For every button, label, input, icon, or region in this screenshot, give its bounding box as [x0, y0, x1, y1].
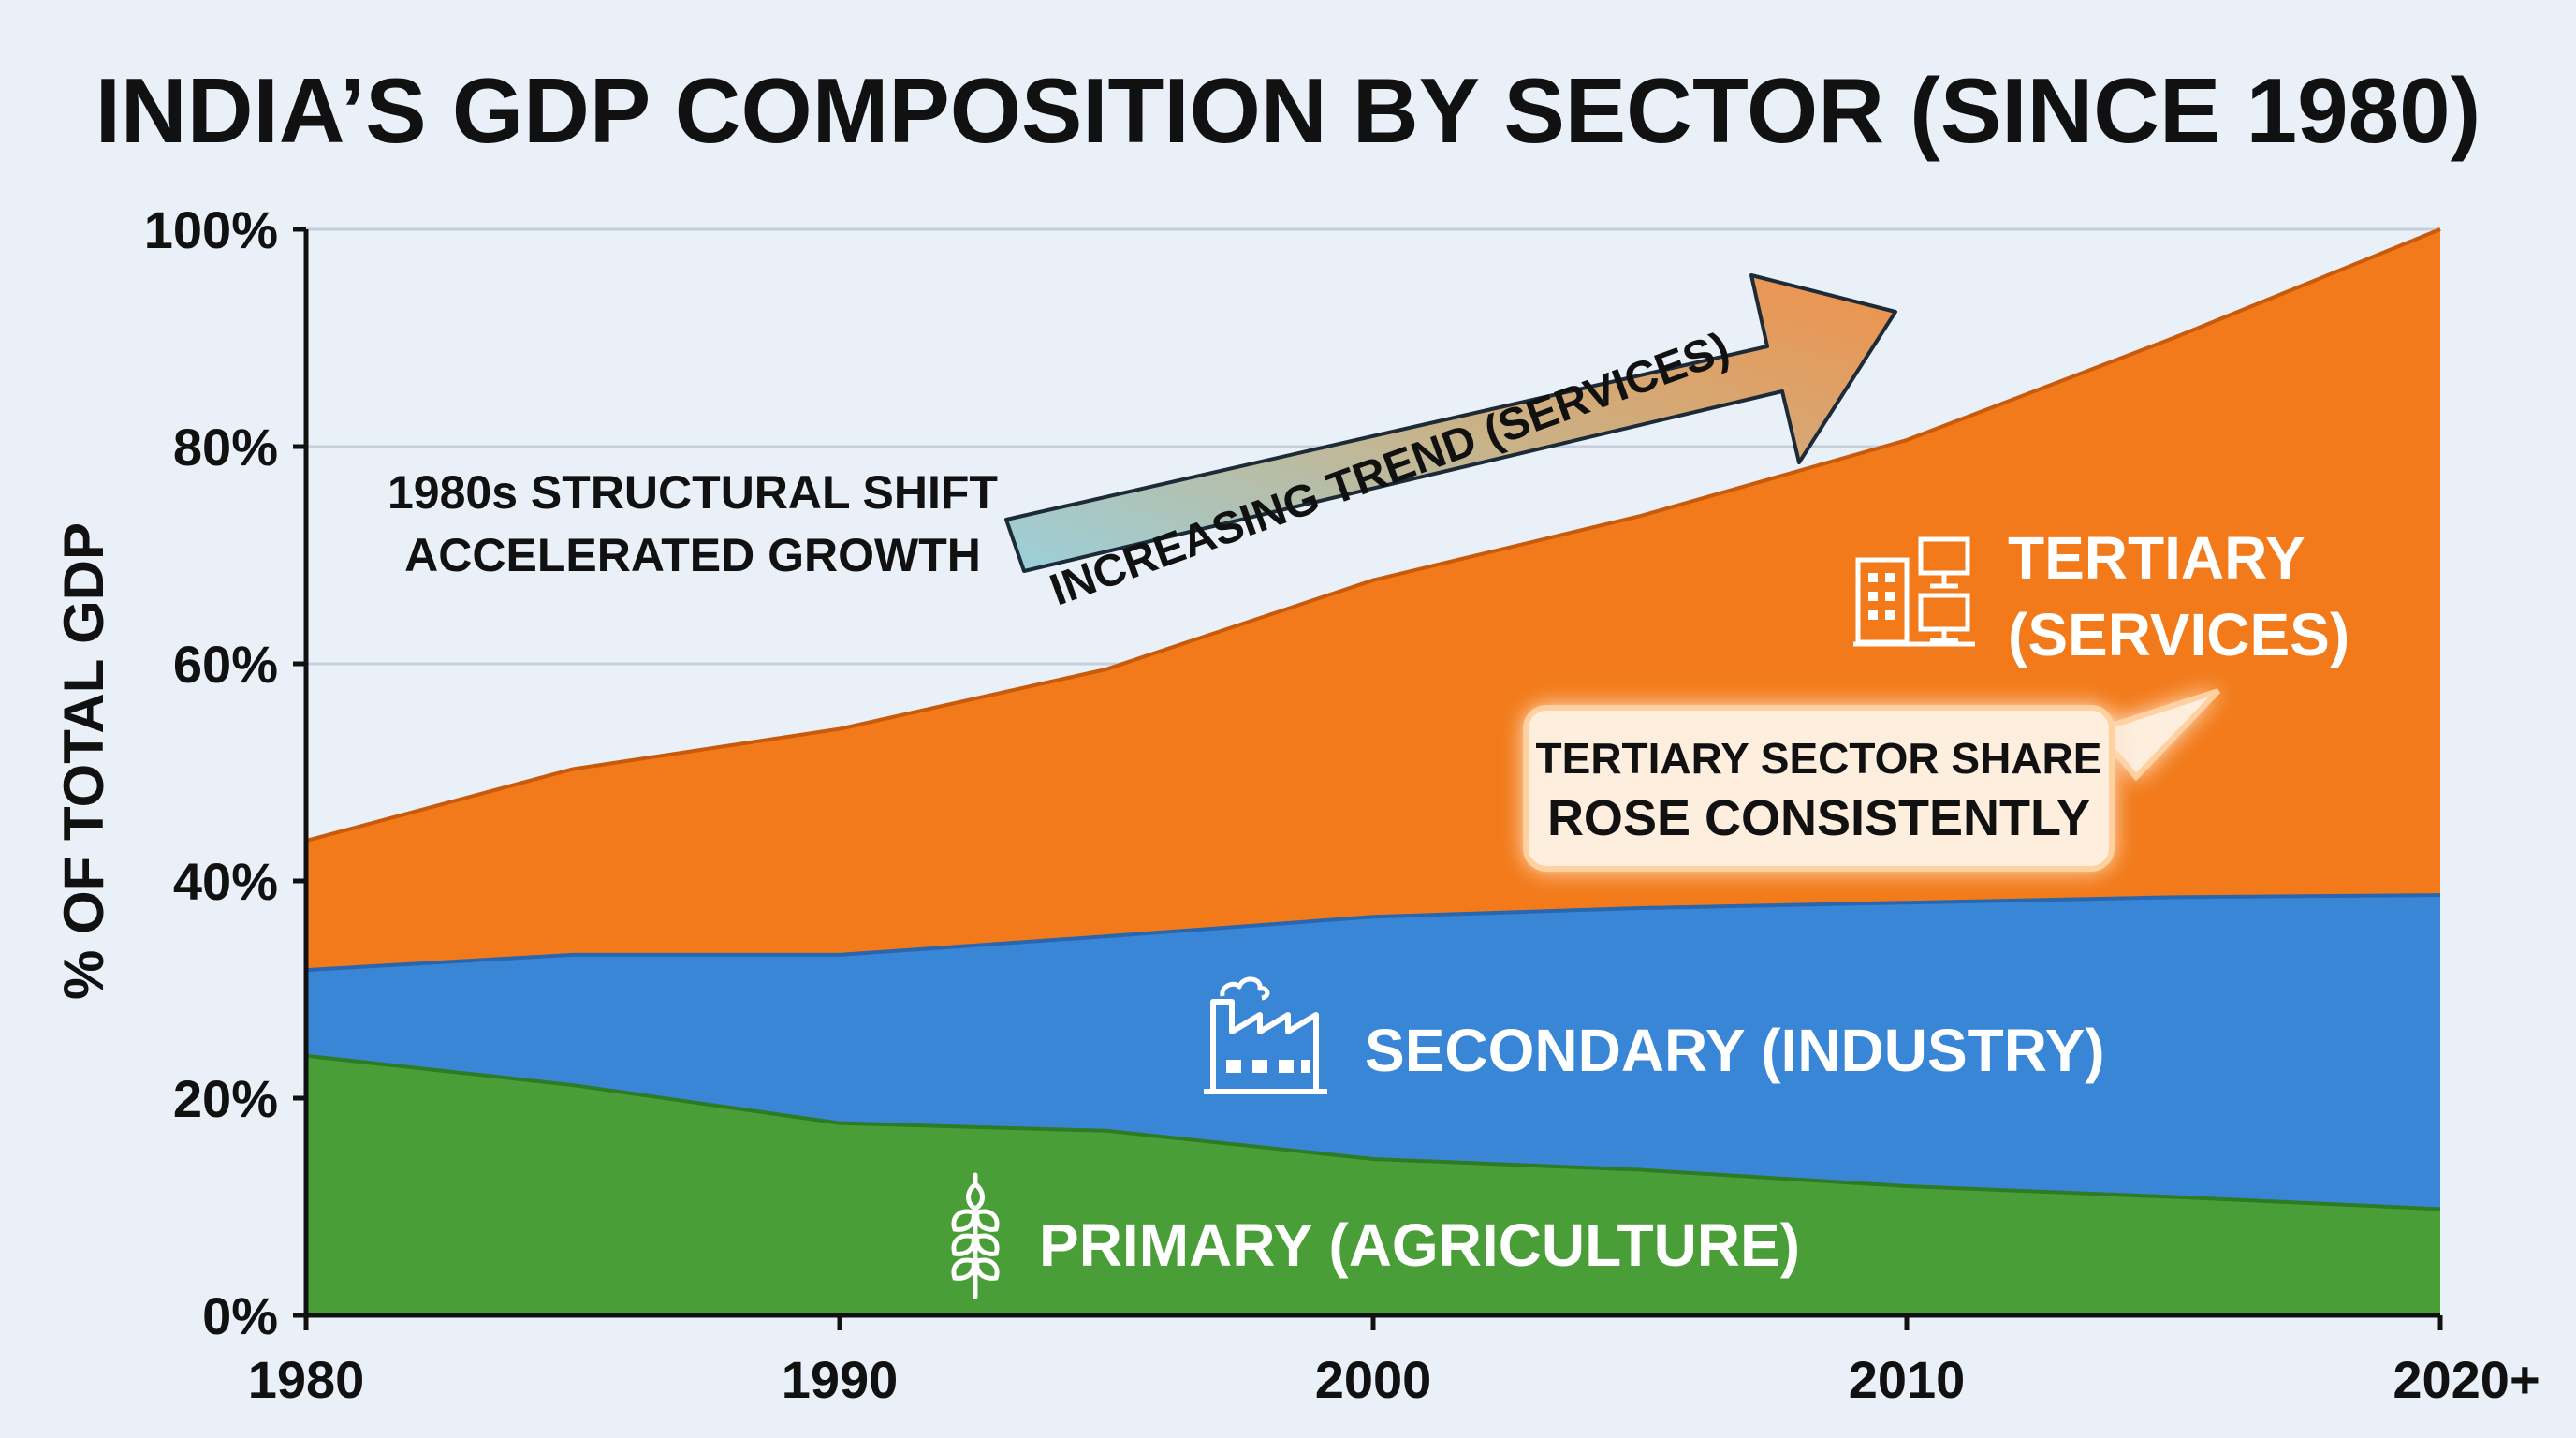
structural-shift-line1: 1980s STRUCTURAL SHIFT — [388, 466, 998, 519]
y-tick-label-40: 40% — [173, 852, 278, 911]
tertiary-callout: TERTIARY SECTOR SHARE ROSE CONSISTENTLY — [1523, 688, 2221, 872]
trend-arrow-shape — [1004, 273, 1897, 573]
secondary-label: SECONDARY (INDUSTRY) — [1365, 1017, 2105, 1084]
y-tick-label-0: 0% — [202, 1286, 278, 1345]
callout-box — [1523, 705, 2115, 872]
callout-pointer — [2091, 688, 2221, 782]
y-axis-label: % OF TOTAL GDP — [52, 522, 115, 1000]
boundary-line-tertiary — [305, 227, 2441, 844]
callout-line2: ROSE CONSISTENTLY — [1547, 790, 2090, 846]
x-tick-label-2000: 2000 — [1315, 1350, 1432, 1409]
tertiary-label-line1: TERTIARY — [2008, 524, 2305, 592]
chart-title: INDIA’S GDP COMPOSITION BY SECTOR (SINCE… — [95, 59, 2481, 162]
wheat-icon — [951, 1172, 1000, 1299]
structural-shift-line2: ACCELERATED GROWTH — [404, 529, 981, 581]
y-tick-label-80: 80% — [173, 418, 278, 477]
area-primary — [306, 1055, 2440, 1315]
y-ticks: 0% 20% 40% 60% 80% 100% — [144, 200, 306, 1345]
boundary-line-secondary — [305, 893, 2441, 973]
y-tick-label-60: 60% — [173, 635, 278, 694]
tertiary-label-line2: (SERVICES) — [2008, 601, 2349, 668]
boundary-line-primary — [305, 1053, 2441, 1211]
x-tick-label-1980: 1980 — [248, 1350, 365, 1409]
x-tick-label-1990: 1990 — [782, 1350, 899, 1409]
x-tick-label-2020: 2020+ — [2393, 1350, 2539, 1409]
y-tick-label-20: 20% — [173, 1069, 278, 1128]
primary-label: PRIMARY (AGRICULTURE) — [1039, 1211, 1800, 1279]
y-tick-label-100: 100% — [144, 200, 278, 259]
axes: 0% 20% 40% 60% 80% 100% 1980 1990 2000 2010 2020+ — [144, 200, 2540, 1409]
factory-icon — [1204, 976, 1327, 1094]
x-tick-label-2010: 2010 — [1849, 1350, 1966, 1409]
area-secondary — [306, 895, 2440, 1210]
x-ticks: 1980 1990 2000 2010 2020+ — [248, 1315, 2540, 1409]
callout-line1: TERTIARY SECTOR SHARE — [1536, 734, 2102, 783]
area-tertiary — [306, 229, 2440, 971]
office-computer-icon — [1853, 536, 1975, 647]
stacked-areas — [305, 227, 2441, 1315]
